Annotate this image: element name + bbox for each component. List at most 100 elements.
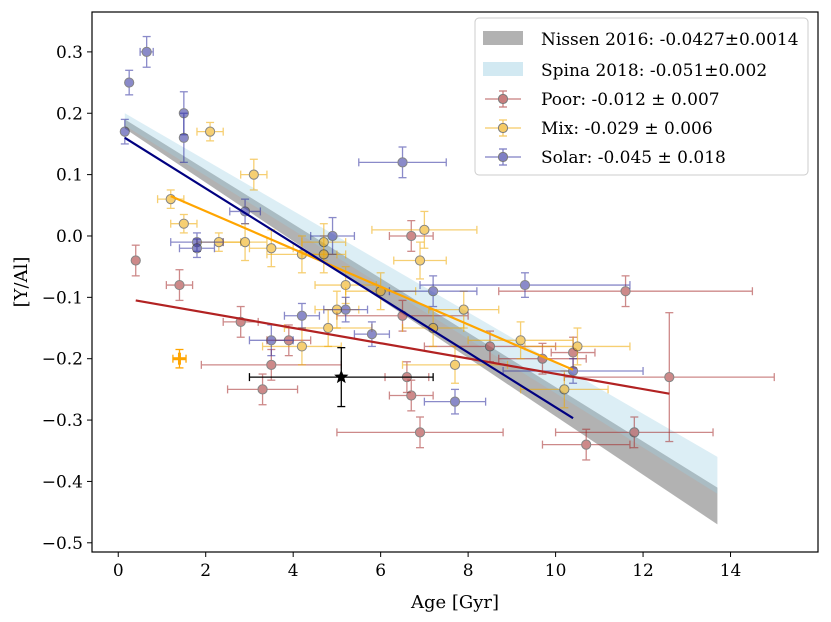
- sun-star: [248, 347, 434, 408]
- mix-marker-1: [178, 218, 189, 229]
- x-tick-label-4: 4: [288, 561, 299, 581]
- poor-fit-line: [135, 299, 670, 395]
- y-tick-label-8: −0.5: [42, 534, 83, 554]
- x-tick-label-2: 2: [200, 561, 211, 581]
- poor-marker-15: [620, 286, 631, 297]
- mix-marker-6: [266, 243, 277, 254]
- mix-marker-0: [165, 194, 176, 205]
- solar-point-16: [419, 272, 631, 298]
- poor-marker-14: [581, 439, 592, 450]
- legend-poor-marker: [485, 90, 521, 108]
- legend-mix-marker-dot: [497, 122, 509, 134]
- mix-point-13: [314, 266, 377, 305]
- poor-point-8: [388, 379, 434, 412]
- solar-marker-11: [340, 304, 351, 315]
- poor-point-14: [541, 428, 631, 461]
- plot-frame: [91, 11, 819, 553]
- legend-mix-label: Mix: -0.029 ± 0.006: [541, 119, 713, 139]
- poor-point-9: [388, 219, 434, 252]
- poor-point-15: [498, 275, 754, 308]
- poor-marker-1: [174, 279, 185, 291]
- poor-marker-4: [257, 384, 268, 395]
- poor-point-2: [222, 305, 259, 338]
- solar-point-13: [358, 146, 447, 179]
- legend-nissen-label: Nissen 2016: -0.0427±0.0014: [541, 30, 799, 50]
- y-tick-label-6: −0.3: [42, 411, 83, 431]
- y-tick-label-2: 0.1: [56, 166, 83, 186]
- mix-marker-16: [419, 224, 430, 235]
- solar-point-8: [248, 324, 294, 357]
- poor-point-10: [336, 416, 504, 449]
- poor-marker-0: [130, 255, 141, 266]
- special-points-layer: [172, 347, 434, 408]
- solar-marker-15: [449, 396, 461, 407]
- poor-marker-11: [484, 341, 496, 352]
- solar-marker-13: [397, 157, 408, 168]
- y-tick-label-4: −0.1: [42, 288, 83, 308]
- legend-solar-marker: [485, 148, 521, 166]
- solar-marker-4: [178, 132, 189, 143]
- y-tick-label-5: −0.2: [42, 350, 83, 370]
- mix-point-5: [240, 158, 268, 191]
- solar-point-9: [283, 302, 321, 329]
- x-axis-ticks: 0 2 4 6 8 10 12 14: [113, 552, 742, 581]
- x-tick-label-10: 10: [545, 561, 567, 581]
- x-tick-label-0: 0: [113, 561, 124, 581]
- mix-point-4: [222, 223, 268, 262]
- solar-point-11: [323, 296, 369, 323]
- solar-point-1: [124, 69, 135, 96]
- x-tick-label-6: 6: [375, 561, 386, 581]
- mix-marker-20: [515, 335, 526, 346]
- mix-point-1: [170, 213, 198, 234]
- mix-marker-2: [204, 126, 216, 137]
- solar-point-17: [502, 358, 644, 384]
- solar-marker-14: [428, 286, 439, 297]
- mix-marker-5: [248, 169, 259, 180]
- mix-point-8: [261, 327, 342, 366]
- mix-point-2: [196, 121, 224, 142]
- solar-marker-16: [519, 279, 531, 291]
- legend: Nissen 2016: -0.0427±0.0014 Spina 2018: …: [474, 17, 809, 176]
- solar-fit-line: [124, 136, 574, 420]
- poor-marker-17: [664, 372, 675, 383]
- mix-point-15: [393, 241, 447, 280]
- x-axis-label: Age [Gyr]: [410, 592, 499, 613]
- mix-marker-10: [318, 249, 329, 260]
- poor-marker-8: [406, 390, 417, 401]
- errorbars-layer: [119, 35, 775, 461]
- solar-point-14: [388, 275, 478, 308]
- mix-marker-18: [449, 359, 461, 370]
- legend-poor-marker-dot: [497, 93, 509, 105]
- poor-point-0: [130, 244, 141, 277]
- mix-marker-8: [296, 341, 308, 352]
- legend-mix-marker-glyph: [485, 119, 521, 137]
- y-tick-label-0: 0.3: [56, 43, 83, 63]
- legend-poor-marker-glyph: [485, 90, 521, 108]
- mix-marker-21: [559, 384, 570, 395]
- y-axis-label: [Y/Al]: [11, 257, 32, 308]
- mix-marker-4: [239, 237, 251, 248]
- y-tick-label-1: 0.2: [56, 104, 83, 124]
- x-tick-label-12: 12: [632, 561, 654, 581]
- solar-point-2: [139, 35, 154, 68]
- fit-lines-layer: [124, 136, 670, 420]
- poor-point-16: [554, 416, 714, 449]
- legend-spina-swatch: [483, 62, 523, 76]
- mix-marker-22: [572, 341, 583, 352]
- mix-reference: [172, 348, 187, 369]
- poor-point-4: [226, 373, 299, 406]
- solar-point-6: [178, 238, 216, 259]
- solar-point-12: [353, 321, 391, 348]
- poor-point-1: [165, 269, 194, 302]
- solar-point-10: [310, 216, 356, 256]
- legend-solar-label: Solar: -0.045 ± 0.018: [541, 148, 726, 168]
- mix-point-16: [371, 210, 478, 249]
- legend-spina-label: Spina 2018: -0.051±0.002: [541, 61, 767, 81]
- legend-mix-marker: [485, 119, 521, 137]
- solar-point-0: [119, 118, 130, 145]
- solar-marker-1: [124, 77, 135, 88]
- x-tick-label-14: 14: [720, 561, 742, 581]
- solar-marker-0: [119, 126, 130, 137]
- legend-frame: [474, 17, 809, 176]
